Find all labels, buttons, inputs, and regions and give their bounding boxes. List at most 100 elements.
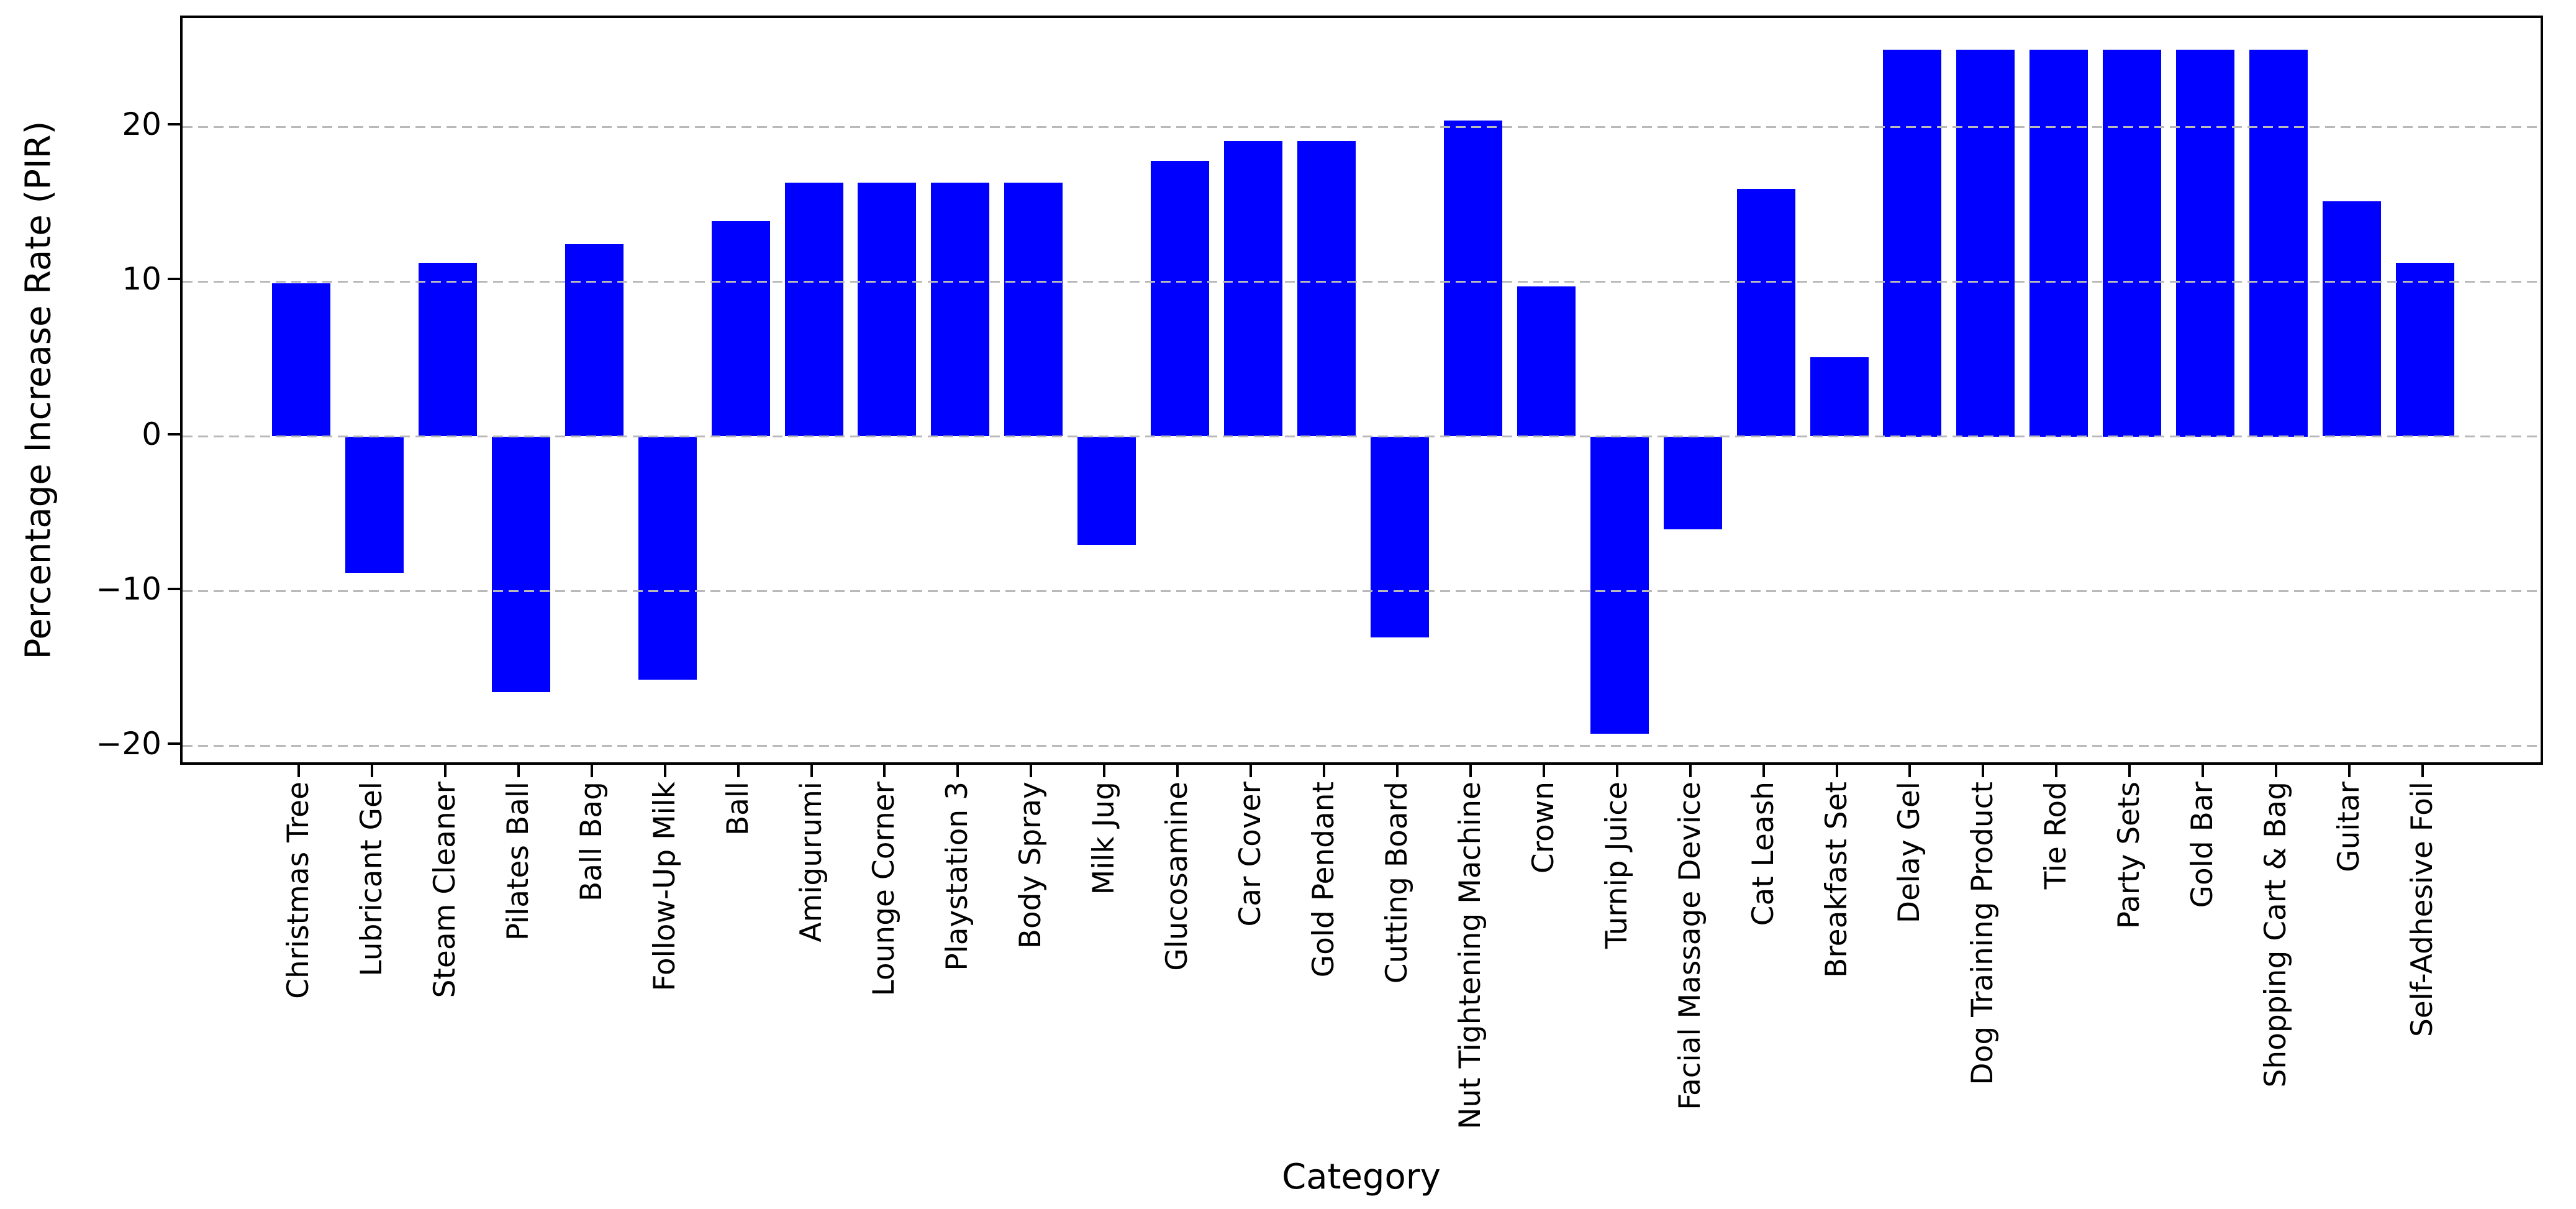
bar-ball bbox=[711, 221, 770, 437]
bar-christmas-tree bbox=[272, 283, 330, 437]
plot-area bbox=[180, 16, 2543, 765]
xtick-mark-14 bbox=[1323, 765, 1326, 777]
bar-lounge-corner bbox=[858, 182, 917, 437]
gridline-y--20 bbox=[183, 745, 2541, 747]
xtick-label-delay-gel: Delay Gel bbox=[1892, 782, 1927, 924]
xtick-label-tie-rod: Tie Rod bbox=[2039, 782, 2074, 890]
xtick-label-cutting-board: Cutting Board bbox=[1379, 782, 1414, 984]
xtick-label-cat-leash: Cat Leash bbox=[1746, 782, 1780, 926]
bar-turnip-juice bbox=[1590, 436, 1649, 734]
xtick-mark-4 bbox=[590, 765, 593, 777]
xtick-label-party-sets: Party Sets bbox=[2112, 782, 2147, 929]
bar-lubricant-gel bbox=[345, 436, 404, 573]
ytick-mark-10 bbox=[168, 278, 180, 281]
xtick-label-shopping-cart-bag: Shopping Cart & Bag bbox=[2259, 782, 2293, 1088]
ytick-mark-0 bbox=[168, 432, 180, 436]
bar-crown bbox=[1517, 286, 1576, 437]
bar-tie-rod bbox=[2030, 49, 2088, 437]
bar-pilates-ball bbox=[491, 436, 550, 692]
xtick-mark-12 bbox=[1176, 765, 1179, 777]
xtick-label-car-cover: Car Cover bbox=[1233, 782, 1268, 927]
xtick-label-self-adhesive-foil: Self-Adhesive Foil bbox=[2405, 782, 2439, 1038]
bar-facial-massage-device bbox=[1663, 436, 1722, 530]
bar-gold-bar bbox=[2176, 49, 2235, 437]
bar-guitar bbox=[2323, 201, 2382, 437]
xtick-label-glucosamine: Glucosamine bbox=[1160, 782, 1195, 971]
bar-milk-jug bbox=[1077, 436, 1136, 545]
xtick-mark-7 bbox=[810, 765, 813, 777]
ytick-mark--20 bbox=[168, 742, 180, 745]
bar-gold-pendant bbox=[1297, 140, 1356, 437]
xtick-mark-16 bbox=[1469, 765, 1472, 777]
gridline-y-20 bbox=[183, 125, 2541, 128]
bar-amigurumi bbox=[784, 182, 843, 437]
xtick-label-gold-pendant: Gold Pendant bbox=[1307, 782, 1341, 978]
xtick-mark-20 bbox=[1762, 765, 1765, 777]
xtick-label-nut-tightening-machine: Nut Tightening Machine bbox=[1453, 782, 1487, 1129]
xtick-mark-9 bbox=[956, 765, 959, 777]
xtick-mark-25 bbox=[2128, 765, 2131, 777]
xtick-label-ball-bag: Ball Bag bbox=[574, 782, 609, 901]
xtick-label-lounge-corner: Lounge Corner bbox=[867, 782, 902, 997]
xtick-mark-11 bbox=[1103, 765, 1106, 777]
xtick-label-follow-up-milk: Follow-Up Milk bbox=[647, 782, 682, 992]
gridline-y-10 bbox=[183, 280, 2541, 283]
xtick-mark-18 bbox=[1615, 765, 1618, 777]
xtick-mark-15 bbox=[1395, 765, 1399, 777]
gridline-y--10 bbox=[183, 590, 2541, 593]
bar-body-spray bbox=[1004, 182, 1063, 437]
xtick-mark-29 bbox=[2421, 765, 2424, 777]
xtick-mark-23 bbox=[1982, 765, 1985, 777]
bar-follow-up-milk bbox=[638, 436, 697, 680]
xtick-label-milk-jug: Milk Jug bbox=[1087, 782, 1122, 895]
bar-self-adhesive-foil bbox=[2395, 263, 2454, 437]
ytick-label-10: 10 bbox=[122, 261, 161, 298]
xtick-mark-28 bbox=[2348, 765, 2351, 777]
xtick-label-ball: Ball bbox=[720, 782, 755, 836]
xtick-mark-13 bbox=[1249, 765, 1253, 777]
xtick-label-guitar: Guitar bbox=[2332, 782, 2367, 872]
ytick-label-20: 20 bbox=[122, 106, 161, 143]
xtick-label-facial-massage-device: Facial Massage Device bbox=[1672, 782, 1707, 1110]
gridline-y-0 bbox=[183, 436, 2541, 437]
xtick-label-breakfast-set: Breakfast Set bbox=[1819, 782, 1854, 978]
xtick-mark-6 bbox=[737, 765, 740, 777]
bar-steam-cleaner bbox=[418, 263, 477, 437]
ytick-mark-20 bbox=[168, 123, 180, 126]
bar-glucosamine bbox=[1151, 160, 1210, 437]
xtick-mark-17 bbox=[1542, 765, 1545, 777]
ytick-label--20: −20 bbox=[96, 725, 161, 762]
xtick-mark-1 bbox=[370, 765, 373, 777]
xtick-label-gold-bar: Gold Bar bbox=[2185, 782, 2220, 908]
bar-ball-bag bbox=[565, 244, 624, 437]
bar-party-sets bbox=[2103, 49, 2162, 437]
ytick-label-0: 0 bbox=[142, 416, 161, 452]
xtick-mark-3 bbox=[517, 765, 520, 777]
bar-delay-gel bbox=[1883, 49, 1942, 437]
bar-cat-leash bbox=[1736, 188, 1795, 437]
xtick-label-crown: Crown bbox=[1526, 782, 1561, 874]
xtick-mark-26 bbox=[2202, 765, 2205, 777]
ytick-label--10: −10 bbox=[96, 570, 161, 607]
xtick-label-dog-training-product: Dog Training Product bbox=[1966, 782, 2000, 1085]
xtick-label-amigurumi: Amigurumi bbox=[794, 782, 828, 942]
xtick-label-steam-cleaner: Steam Cleaner bbox=[427, 782, 462, 998]
xtick-mark-21 bbox=[1835, 765, 1838, 777]
xtick-label-lubricant-gel: Lubricant Gel bbox=[354, 782, 389, 977]
xtick-mark-8 bbox=[883, 765, 886, 777]
ytick-mark--10 bbox=[168, 587, 180, 590]
xtick-label-body-spray: Body Spray bbox=[1014, 782, 1048, 949]
xtick-mark-2 bbox=[443, 765, 447, 777]
bar-nut-tightening-machine bbox=[1443, 121, 1502, 437]
bar-breakfast-set bbox=[1810, 357, 1869, 437]
xtick-label-playstation-3: Playstation 3 bbox=[940, 782, 975, 971]
xtick-mark-22 bbox=[1908, 765, 1912, 777]
bar-shopping-cart-bag bbox=[2249, 49, 2308, 437]
x-axis-title: Category bbox=[1282, 1157, 1441, 1197]
xtick-mark-19 bbox=[1689, 765, 1692, 777]
xtick-label-turnip-juice: Turnip Juice bbox=[1599, 782, 1634, 949]
xtick-mark-5 bbox=[663, 765, 666, 777]
xtick-mark-24 bbox=[2055, 765, 2058, 777]
xtick-mark-0 bbox=[297, 765, 300, 777]
